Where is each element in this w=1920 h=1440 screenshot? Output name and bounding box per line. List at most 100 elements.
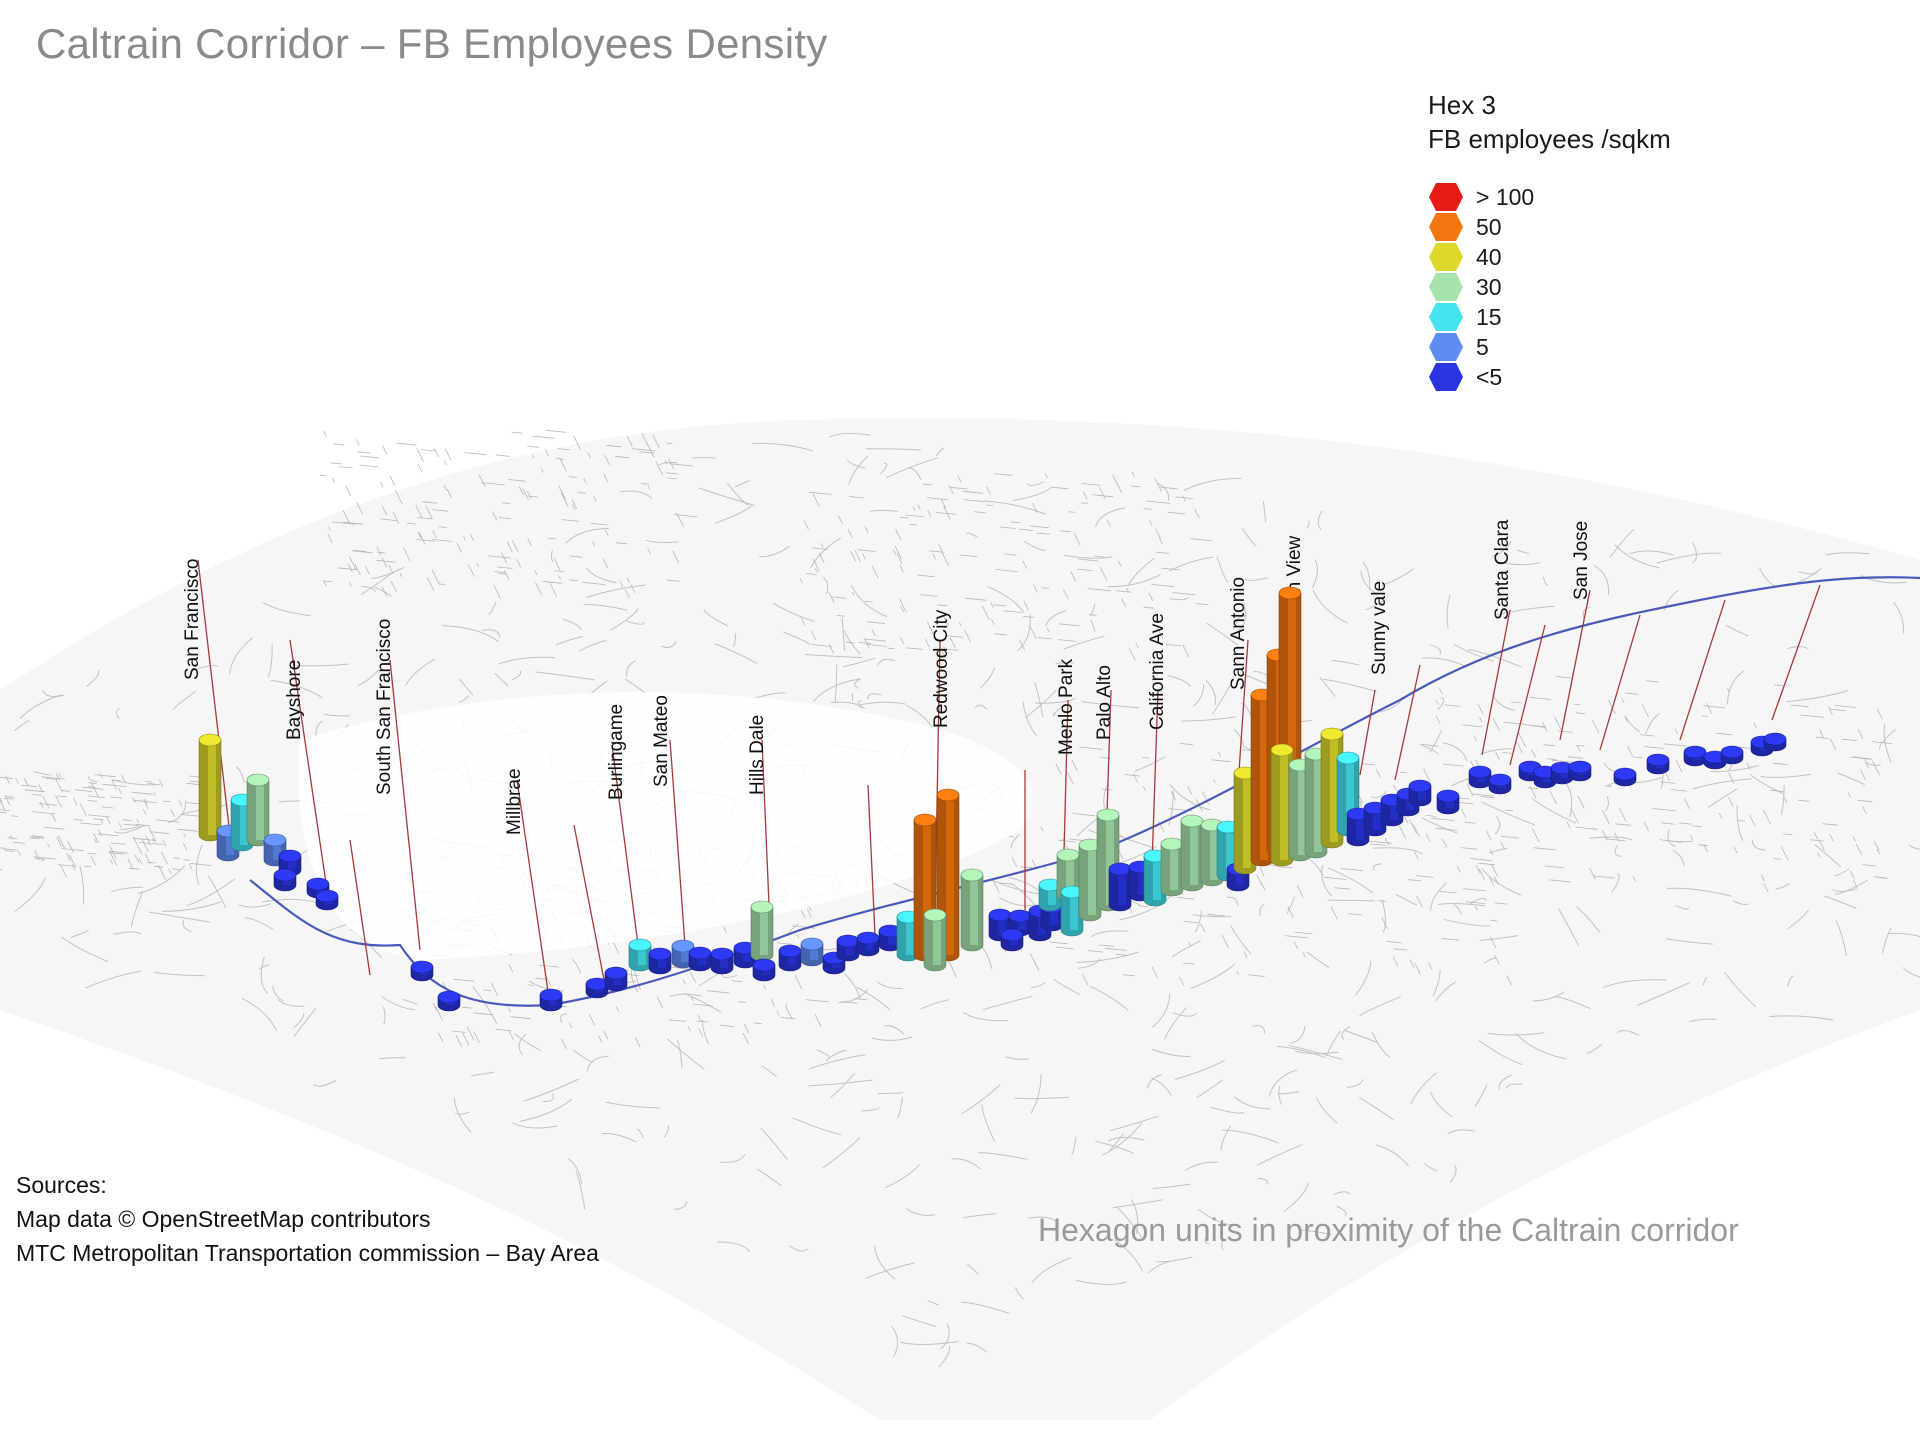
hexagon-column — [246, 773, 270, 847]
hexagon-column — [960, 868, 984, 952]
hexagon-column — [539, 988, 563, 1012]
legend: Hex 3 FB employees /sqkm > 100 50 40 30 … — [1428, 88, 1758, 392]
hexagon-column — [800, 937, 824, 967]
hexagon-column — [710, 947, 734, 975]
station-label: Millbrae — [504, 768, 525, 835]
hexagon-icon — [1429, 273, 1463, 301]
hexagon-column — [1000, 928, 1024, 952]
hexagon-column — [878, 924, 902, 952]
legend-label: 5 — [1476, 333, 1489, 360]
legend-items: > 100 50 40 30 15 5 <5 — [1428, 182, 1758, 392]
station-label: Redwood City — [931, 609, 952, 728]
hexagon-column — [604, 966, 628, 992]
station-label: Palo Alto — [1094, 665, 1115, 740]
hexagon-icon — [1429, 303, 1463, 331]
station-pin — [1151, 689, 1159, 866]
station-label: Menlo Park — [1056, 658, 1077, 755]
station-pin — [516, 779, 551, 1006]
hexagon-icon — [1429, 213, 1463, 241]
sources-block: Sources: Map data © OpenStreetMap contri… — [16, 1168, 599, 1270]
hexagon-column — [671, 939, 695, 969]
legend-label: 30 — [1476, 273, 1502, 300]
urban-grid — [0, 429, 1893, 1050]
station-pin — [197, 559, 231, 836]
station-label: San Mateo — [651, 695, 672, 787]
station-pin — [389, 659, 421, 951]
caltrain-track — [249, 576, 1920, 1007]
map-note: Hexagon units in proximity of the Caltra… — [1038, 1212, 1739, 1248]
hexagon-column — [273, 868, 297, 892]
legend-item: > 100 — [1428, 182, 1758, 212]
hexagon-column — [1763, 732, 1787, 752]
legend-title-line2: FB employees /sqkm — [1428, 124, 1671, 154]
hexagon-column — [1468, 765, 1492, 789]
hexagon-column — [585, 977, 609, 999]
legend-item: 5 — [1428, 332, 1758, 362]
legend-item: 30 — [1428, 272, 1758, 302]
legend-item: 40 — [1428, 242, 1758, 272]
station-pin — [1359, 689, 1376, 776]
hexagon-columns — [198, 586, 1787, 1012]
hexagon-column — [198, 733, 222, 842]
hexagon-column — [1363, 801, 1387, 837]
legend-item: 15 — [1428, 302, 1758, 332]
street-network-background — [0, 418, 1920, 1420]
hexagon-column — [1078, 838, 1102, 922]
hexagon-column — [752, 958, 776, 982]
track-line — [249, 576, 1920, 1007]
hexagon-column — [437, 990, 461, 1012]
hexagon-column — [1270, 743, 1294, 867]
station-pin — [349, 839, 371, 976]
station-label: Sunny vale — [1369, 581, 1390, 675]
station-pin — [1481, 609, 1511, 756]
station-pin — [761, 739, 771, 929]
station-pin — [1599, 614, 1641, 751]
hexagon-column — [1436, 789, 1460, 815]
hexagon-column — [1038, 878, 1062, 912]
hexagon-icon — [1429, 363, 1463, 391]
hexagon-column — [1488, 773, 1512, 795]
hexagon-column — [836, 934, 860, 962]
hexagon-column — [1646, 753, 1670, 775]
station-label: South San Francisco — [374, 619, 395, 795]
station-label: San Jose — [1571, 521, 1592, 600]
legend-item: 50 — [1428, 212, 1758, 242]
hexagon-column — [1613, 767, 1637, 787]
legend-label: <5 — [1476, 363, 1503, 390]
station-pin — [1771, 584, 1821, 721]
station-label: San Francisco — [182, 559, 203, 680]
hexagon-column — [648, 947, 672, 975]
station-label: California Ave — [1147, 613, 1168, 730]
station-label: Sann Antonio — [1228, 577, 1249, 690]
hexagon-column — [315, 889, 339, 911]
legend-item: <5 — [1428, 362, 1758, 392]
station-pin — [289, 639, 331, 911]
sources-mtc: MTC Metropolitan Transportation commissi… — [16, 1240, 599, 1266]
hexagon-column — [1346, 807, 1370, 847]
land-area — [0, 418, 1920, 1420]
hexagon-column — [410, 960, 434, 982]
station-pin — [1394, 664, 1421, 781]
hexagon-column — [1233, 766, 1257, 875]
station-pin — [1509, 624, 1546, 766]
hexagon-icon — [1429, 243, 1463, 271]
legend-label: 40 — [1476, 243, 1502, 270]
hexagon-icon — [1429, 333, 1463, 361]
hexagon-column — [1703, 750, 1727, 770]
station-pin — [1679, 599, 1726, 741]
hexagon-column — [1683, 745, 1707, 767]
station-label: Santa Clara — [1492, 519, 1513, 620]
sources-osm: Map data © OpenStreetMap contributors — [16, 1206, 431, 1232]
hexagon-column — [1108, 862, 1132, 912]
hexagon-column — [896, 910, 920, 962]
station-pin — [867, 784, 876, 936]
station-label: Hills Dale — [747, 715, 768, 795]
hexagon-column — [1408, 779, 1432, 807]
hexagon-column — [1180, 814, 1204, 892]
bay-water — [298, 692, 1033, 960]
station-pin — [669, 739, 686, 946]
map-title: Caltrain Corridor – FB Employees Density — [36, 20, 828, 67]
legend-label: 15 — [1476, 303, 1502, 330]
